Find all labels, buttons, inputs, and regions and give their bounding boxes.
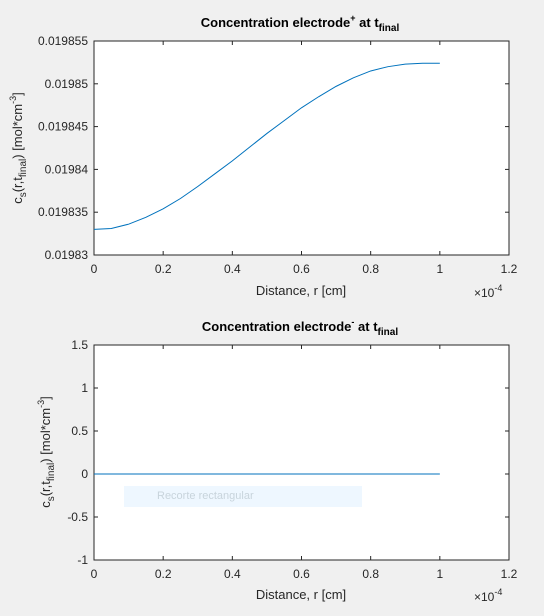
x-axis-label-bottom: Distance, r [cm] (256, 587, 346, 602)
x-tick-label-top: 1 (436, 262, 443, 276)
x-tick-label-top: 1.2 (501, 262, 518, 276)
chart-title-bottom: Concentration electrode- at tfinal (202, 317, 398, 338)
rectangular-snip-overlay[interactable]: Recorte rectangular (124, 486, 362, 507)
x-tick-label-top: 0 (91, 262, 98, 276)
x-tick-label-bottom: 1.2 (501, 567, 518, 581)
axes-bottom: 0 0.2 0.4 0.6 0.8 1 1.2 -1 -0.5 0 0.5 1 1.5 Concentr… (36, 317, 518, 604)
x-tick-label-bottom: 0.8 (362, 567, 379, 581)
y-tick-label-bottom: -1 (77, 553, 88, 567)
chart-title-top: Concentration electrode+ at tfinal (201, 13, 400, 34)
x-tick-label-bottom: 0 (91, 567, 98, 581)
x-tick-label-bottom: 1 (436, 567, 443, 581)
x-tick-label-bottom: 0.6 (293, 567, 310, 581)
plot-area-bottom (93, 344, 510, 561)
y-tick-label-bottom: 1 (81, 381, 88, 395)
ticks-bottom: 0 0.2 0.4 0.6 0.8 1 1.2 -1 -0.5 0 0.5 1 1.5 (67, 338, 517, 581)
y-tick-label-top: 0.019855 (38, 34, 88, 48)
x-multiplier-top: ×10-4 (474, 283, 502, 300)
x-tick-label-top: 0.6 (293, 262, 310, 276)
y-axis-label-top: cs(r,tfinal) [mol*cm-3] (8, 92, 29, 204)
y-tick-label-bottom: -0.5 (67, 510, 88, 524)
y-tick-label-bottom: 0.5 (71, 424, 88, 438)
x-axis-label-top: Distance, r [cm] (256, 283, 346, 298)
x-tick-label-top: 0.4 (224, 262, 241, 276)
series-line-top (93, 62, 440, 230)
y-tick-label-top: 0.019845 (38, 120, 88, 134)
plot-area-top (93, 40, 510, 256)
x-multiplier-bottom: ×10-4 (474, 587, 502, 604)
y-tick-label-top: 0.01985 (45, 77, 89, 91)
y-tick-label-top: 0.01983 (45, 248, 89, 262)
x-tick-label-bottom: 0.2 (155, 567, 172, 581)
y-axis-label-bottom: cs(r,tfinal) [mol*cm-3] (36, 396, 57, 508)
y-tick-label-top: 0.01984 (45, 162, 89, 176)
y-tick-label-bottom: 0 (81, 467, 88, 481)
x-tick-label-top: 0.2 (155, 262, 172, 276)
x-tick-label-bottom: 0.4 (224, 567, 241, 581)
x-tick-label-top: 0.8 (362, 262, 379, 276)
axes-top: 0 0.2 0.4 0.6 0.8 1 1.2 0.01983 0.019835 0.01984 0… (8, 13, 518, 300)
y-tick-label-bottom: 1.5 (71, 338, 88, 352)
y-tick-label-top: 0.019835 (38, 205, 88, 219)
ticks-top: 0 0.2 0.4 0.6 0.8 1 1.2 0.01983 0.019835 0.01984 0… (38, 34, 518, 276)
